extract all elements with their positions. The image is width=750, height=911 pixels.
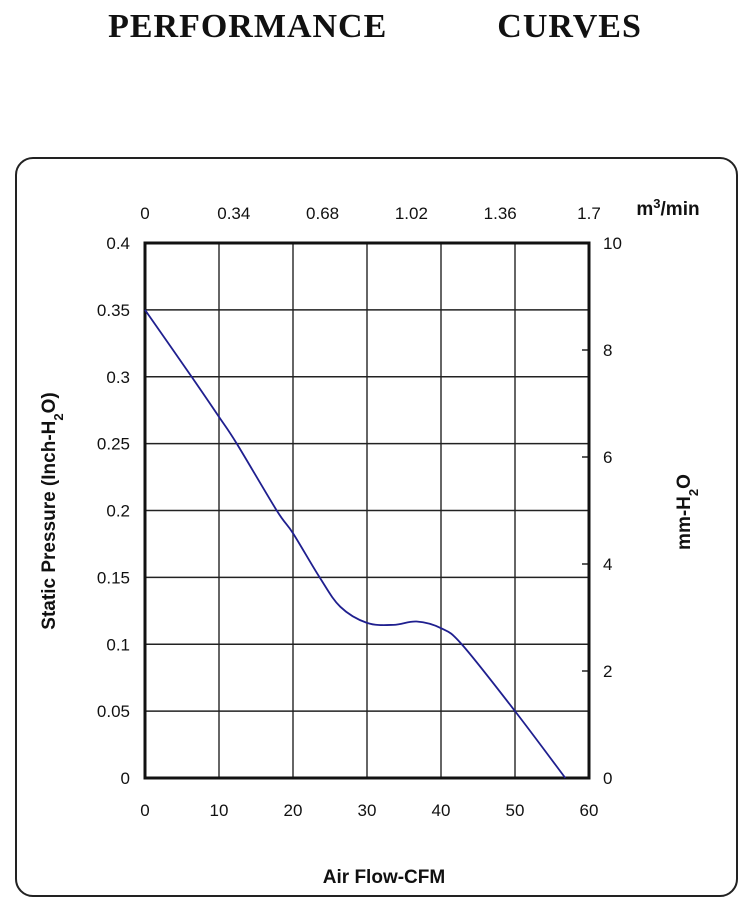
right-axis-label: mm-H2O bbox=[674, 474, 701, 550]
y-tick-label: 0.15 bbox=[97, 568, 130, 587]
x-tick-label: 0 bbox=[140, 801, 149, 820]
y-tick-label: 0.1 bbox=[106, 635, 130, 654]
chart-frame bbox=[15, 157, 738, 897]
series-line bbox=[144, 309, 567, 779]
top-axis-tick-label: 1.02 bbox=[395, 204, 428, 223]
y-tick-label: 0.05 bbox=[97, 702, 130, 721]
top-axis-tick-label: 0.68 bbox=[306, 204, 339, 223]
x-tick-label: 30 bbox=[358, 801, 377, 820]
y-tick-label: 0.2 bbox=[106, 502, 130, 521]
top-axis-label: m3/min bbox=[636, 196, 699, 221]
x-tick-label: 20 bbox=[284, 801, 303, 820]
x-tick-label: 40 bbox=[432, 801, 451, 820]
y-tick-label: 0.3 bbox=[106, 368, 130, 387]
right-axis-tick-label: 8 bbox=[603, 341, 612, 360]
x-tick-label: 50 bbox=[506, 801, 525, 820]
top-axis-tick-label: 1.7 bbox=[577, 204, 601, 223]
right-axis-tick-label: 0 bbox=[603, 769, 612, 788]
top-axis-tick-label: 0 bbox=[140, 204, 149, 223]
right-axis-tick-label: 4 bbox=[603, 555, 612, 574]
x-tick-label: 60 bbox=[580, 801, 599, 820]
y-tick-label: 0.35 bbox=[97, 301, 130, 320]
y-tick-label: 0.4 bbox=[106, 234, 130, 253]
x-axis-label: Air Flow-CFM bbox=[323, 867, 445, 888]
right-axis-tick-label: 10 bbox=[603, 234, 622, 253]
right-axis-tick-label: 6 bbox=[603, 448, 612, 467]
top-axis-tick-label: 1.36 bbox=[484, 204, 517, 223]
y-tick-label: 0 bbox=[121, 769, 130, 788]
y-tick-label: 0.25 bbox=[97, 435, 130, 454]
y-axis-label: Static Pressure (Inch-H2O) bbox=[39, 392, 66, 629]
right-axis-tick-label: 2 bbox=[603, 662, 612, 681]
page-title: PERFORMANCE CURVES bbox=[108, 8, 642, 45]
top-axis-tick-label: 0.34 bbox=[217, 204, 250, 223]
plot-border bbox=[143, 241, 591, 780]
x-tick-label: 10 bbox=[210, 801, 229, 820]
